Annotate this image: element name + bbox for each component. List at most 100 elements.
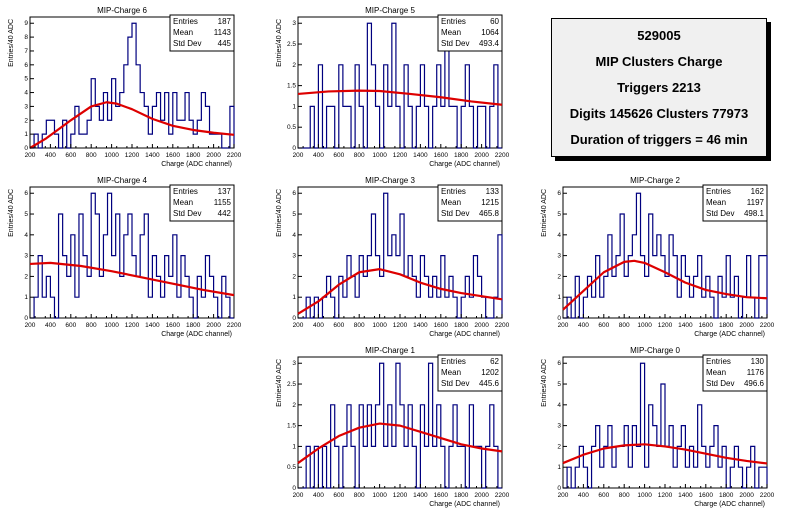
y-tick-label: 0.5 bbox=[287, 124, 296, 131]
y-tick-label: 3 bbox=[24, 103, 28, 110]
stats-box: Entries 62 Mean 1202 Std Dev 445.6 bbox=[437, 354, 503, 392]
stats-label: Mean bbox=[441, 368, 461, 377]
x-tick-label: 2000 bbox=[739, 322, 754, 329]
y-tick-label: 2 bbox=[557, 443, 561, 450]
x-tick-label: 800 bbox=[86, 322, 97, 329]
x-tick-label: 1200 bbox=[125, 152, 140, 159]
y-axis-label: Entries/40 ADC bbox=[276, 189, 283, 237]
y-tick-label: 5 bbox=[292, 211, 296, 218]
histogram-bars bbox=[298, 192, 503, 319]
y-tick-label: 2 bbox=[557, 273, 561, 280]
y-tick-label: 3 bbox=[24, 253, 28, 260]
y-tick-label: 7 bbox=[24, 48, 28, 55]
stats-value: 60 bbox=[490, 17, 499, 26]
x-tick-label: 2000 bbox=[206, 152, 221, 159]
x-tick-label: 1000 bbox=[372, 492, 387, 499]
x-tick-label: 1800 bbox=[719, 322, 734, 329]
x-tick-label: 1600 bbox=[699, 322, 714, 329]
y-axis-label: Entries/40 ADC bbox=[276, 359, 283, 407]
x-tick-label: 200 bbox=[293, 322, 304, 329]
x-tick-label: 1600 bbox=[166, 152, 181, 159]
y-tick-label: 5 bbox=[24, 211, 28, 218]
stats-frame bbox=[169, 14, 235, 52]
y-tick-label: 2.5 bbox=[287, 381, 296, 388]
x-axis-label: Charge (ADC channel) bbox=[429, 501, 500, 508]
y-tick-label: 3 bbox=[292, 253, 296, 260]
x-axis-label: Charge (ADC channel) bbox=[161, 331, 232, 338]
x-tick-label: 600 bbox=[333, 152, 344, 159]
y-tick-label: 1 bbox=[557, 294, 561, 301]
x-tick-label: 200 bbox=[293, 492, 304, 499]
stats-label: Entries bbox=[441, 357, 466, 366]
x-tick-label: 800 bbox=[354, 492, 365, 499]
stats-value: 445 bbox=[218, 39, 232, 48]
x-tick-label: 1200 bbox=[393, 152, 408, 159]
y-tick-label: 2 bbox=[292, 273, 296, 280]
x-tick-label: 1800 bbox=[454, 492, 469, 499]
stats-box: Entries 162 Mean 1197 Std Dev 498.1 bbox=[702, 184, 768, 222]
stats-value: 1176 bbox=[747, 368, 765, 377]
chart-title: MIP-Charge 0 bbox=[630, 346, 680, 355]
x-tick-label: 600 bbox=[65, 152, 76, 159]
y-tick-label: 6 bbox=[292, 190, 296, 197]
chart-title: MIP-Charge 2 bbox=[630, 176, 680, 185]
x-tick-label: 1800 bbox=[186, 152, 201, 159]
x-tick-label: 400 bbox=[45, 152, 56, 159]
histogram-panel: 200 400 600 800 1000 1200 1400 1600 1800 2000 2200… bbox=[8, 6, 242, 168]
chart-title: MIP-Charge 5 bbox=[365, 6, 415, 15]
chart-title: MIP-Charge 3 bbox=[365, 176, 415, 185]
y-tick-label: 1 bbox=[292, 294, 296, 301]
x-tick-label: 800 bbox=[354, 152, 365, 159]
y-axis-label: Entries/40 ADC bbox=[8, 189, 15, 237]
stats-value: 465.8 bbox=[479, 209, 500, 218]
y-tick-label: 4 bbox=[292, 232, 296, 239]
x-tick-label: 400 bbox=[313, 152, 324, 159]
x-tick-label: 1800 bbox=[454, 152, 469, 159]
chart-title: MIP-Charge 1 bbox=[365, 346, 415, 355]
x-tick-label: 600 bbox=[598, 492, 609, 499]
y-tick-label: 3 bbox=[557, 423, 561, 430]
x-tick-label: 1400 bbox=[145, 322, 160, 329]
y-tick-label: 6 bbox=[24, 190, 28, 197]
fit-curve bbox=[562, 443, 768, 465]
x-tick-label: 600 bbox=[333, 492, 344, 499]
y-tick-label: 5 bbox=[557, 381, 561, 388]
stats-value: 1143 bbox=[214, 28, 232, 37]
x-tick-label: 2000 bbox=[474, 152, 489, 159]
x-tick-label: 2000 bbox=[206, 322, 221, 329]
y-tick-label: 1 bbox=[557, 464, 561, 471]
stats-label: Std Dev bbox=[441, 39, 469, 48]
x-tick-label: 200 bbox=[25, 152, 36, 159]
stats-value: 62 bbox=[490, 357, 499, 366]
y-tick-label: 0 bbox=[292, 315, 296, 322]
y-tick-label: 0 bbox=[24, 145, 28, 152]
y-tick-label: 2 bbox=[292, 62, 296, 69]
x-tick-label: 2000 bbox=[474, 322, 489, 329]
y-tick-label: 1 bbox=[24, 131, 28, 138]
x-tick-label: 200 bbox=[293, 152, 304, 159]
x-tick-label: 400 bbox=[45, 322, 56, 329]
fit-curve bbox=[297, 89, 503, 106]
stats-value: 1215 bbox=[481, 198, 499, 207]
stats-value: 442 bbox=[218, 209, 232, 218]
stats-label: Entries bbox=[706, 187, 731, 196]
x-tick-label: 1400 bbox=[413, 152, 428, 159]
x-tick-label: 2200 bbox=[760, 322, 775, 329]
y-axis-label: Entries/40 ADC bbox=[276, 19, 283, 67]
y-tick-label: 0 bbox=[292, 145, 296, 152]
x-tick-label: 200 bbox=[558, 492, 569, 499]
y-tick-label: 2.5 bbox=[287, 41, 296, 48]
y-tick-label: 1.5 bbox=[287, 83, 296, 90]
x-tick-label: 1800 bbox=[454, 322, 469, 329]
stats-frame bbox=[437, 354, 503, 392]
histogram-bars bbox=[563, 192, 768, 319]
x-tick-label: 1800 bbox=[186, 322, 201, 329]
y-tick-label: 1 bbox=[292, 443, 296, 450]
stats-label: Std Dev bbox=[706, 379, 734, 388]
stats-label: Entries bbox=[173, 187, 198, 196]
y-tick-label: 3 bbox=[292, 360, 296, 367]
stats-label: Mean bbox=[706, 368, 726, 377]
stats-label: Std Dev bbox=[173, 209, 201, 218]
x-tick-label: 600 bbox=[598, 322, 609, 329]
x-tick-label: 2200 bbox=[227, 322, 242, 329]
